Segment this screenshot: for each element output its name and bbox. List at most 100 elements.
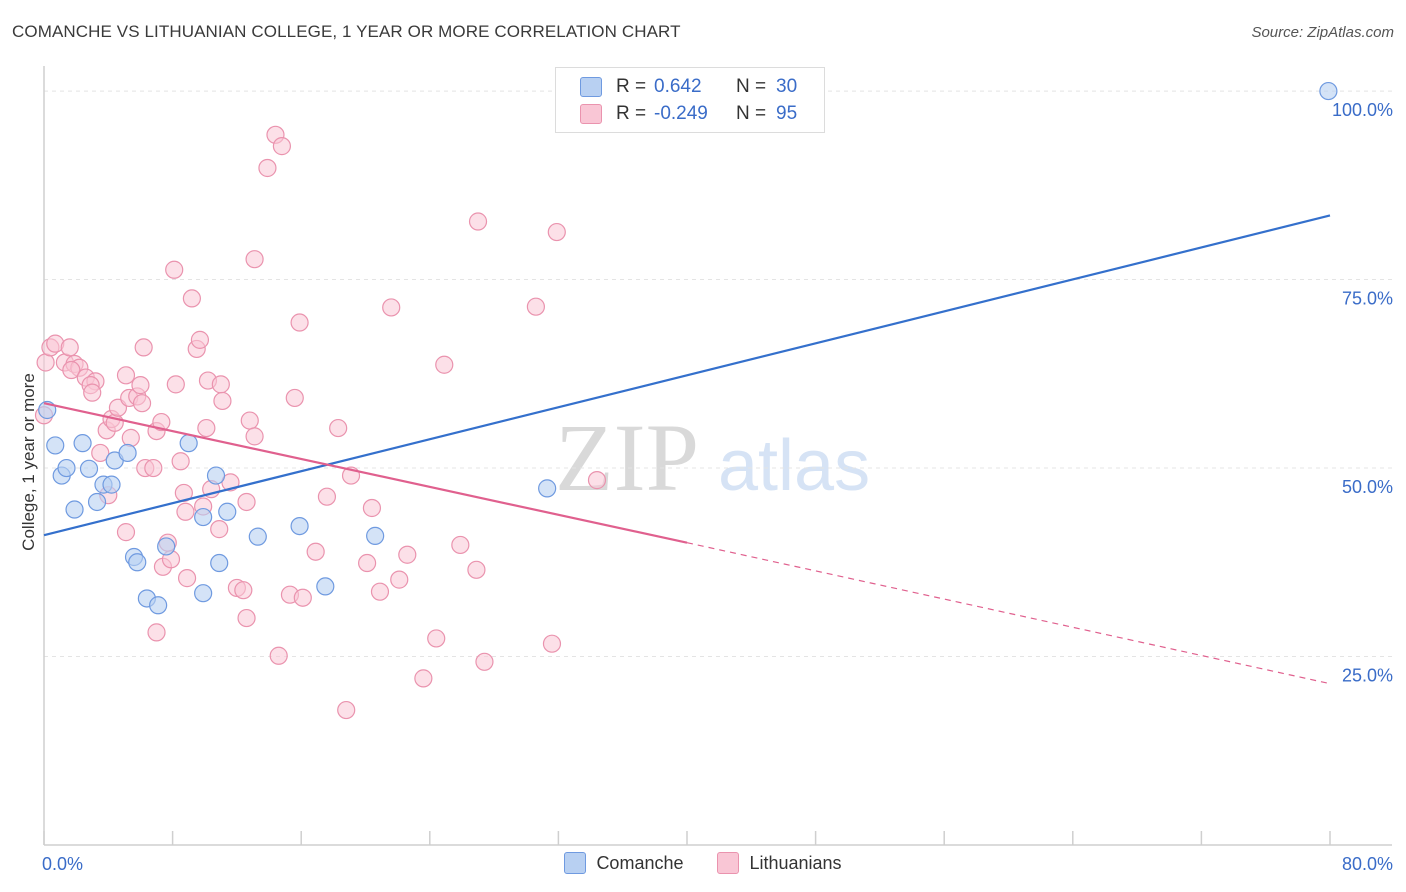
lithuanians-point — [542, 634, 562, 653]
comanche-point — [194, 507, 213, 527]
lithuanians-point — [358, 553, 377, 573]
comanche-point — [102, 475, 121, 494]
lithuanians-point — [62, 360, 81, 380]
lithuanians-point — [131, 376, 150, 395]
lithuanians-point — [166, 375, 185, 394]
comanche-point — [73, 434, 92, 453]
legend-n-label: N = — [736, 103, 767, 124]
lithuanians-point — [370, 582, 390, 601]
x-tick-label: 0.0% — [42, 854, 83, 874]
comanche-point — [316, 577, 335, 596]
lithuanians-point — [83, 383, 102, 402]
axis-labels: 25.0% 50.0% 75.0% 100.0% 0.0% 80.0% College, 1… — [19, 100, 1393, 874]
lithuanians-point — [306, 542, 325, 561]
lithuanians-point — [337, 700, 356, 720]
comanche-point — [366, 526, 385, 545]
gridlines — [44, 90, 1392, 658]
y-axis-title: College, 1 year or more — [19, 373, 38, 551]
comanche-point — [248, 527, 267, 546]
lithuanians-point — [116, 366, 136, 385]
lithuanians-point — [587, 471, 607, 490]
comanche-legend-swatch — [564, 852, 587, 874]
lithuanians-legend-swatch — [717, 852, 740, 874]
lithuanians-point — [144, 458, 163, 478]
comanche-point — [65, 500, 84, 519]
lithuanians-point — [197, 418, 216, 438]
lithuanians-trend-line — [43, 402, 688, 544]
series-legend-comanche[interactable]: Comanche — [564, 852, 683, 874]
lithuanians-point — [245, 427, 264, 446]
y-tick-label: 25.0% — [1342, 666, 1393, 686]
lithuanians-point — [237, 608, 256, 628]
lithuanians-point — [285, 388, 304, 408]
series-legend: Comanche Lithuanians — [0, 852, 1406, 874]
lithuanians-swatch — [580, 104, 602, 124]
legend-lithuanians-n: 95 — [776, 103, 798, 124]
lithuanians-point — [475, 652, 494, 671]
lithuanians-point — [147, 623, 166, 642]
watermark-atlas: atlas — [718, 426, 870, 506]
lithuanians-point — [390, 570, 409, 589]
legend-row-comanche: R = 0.642 N = 30 — [580, 74, 797, 100]
legend-n-label: N = — [736, 76, 767, 97]
lithuanians-point — [427, 629, 446, 648]
legend-comanche-n: 30 — [776, 76, 798, 97]
lithuanians-point — [362, 498, 382, 518]
correlation-legend: R = 0.642 N = 30 R = -0.249 N = 95 — [555, 67, 825, 133]
watermark: ZIP atlas — [555, 404, 870, 511]
lithuanians-trend-extension — [686, 542, 1331, 685]
lithuanians-point — [182, 289, 201, 308]
comanche-point — [290, 516, 309, 536]
lithuanians-point — [121, 428, 140, 447]
trend-lines — [43, 214, 1331, 685]
comanche-point — [46, 436, 65, 455]
chart-title: COMANCHE VS LITHUANIAN COLLEGE, 1 YEAR O… — [12, 22, 681, 41]
lithuanians-point — [152, 412, 171, 432]
comanche-point — [57, 458, 76, 478]
lithuanians-legend-label: Lithuanians — [749, 852, 842, 873]
lithuanians-point — [547, 222, 566, 242]
lithuanians-point — [91, 443, 110, 463]
axes — [43, 66, 1392, 846]
legend-lithuanians-r: -0.249 — [654, 103, 708, 124]
lithuanians-point — [36, 353, 55, 372]
lithuanians-point — [210, 520, 229, 539]
lithuanians-point — [435, 355, 454, 374]
y-tick-label: 50.0% — [1342, 477, 1393, 497]
series-legend-lithuanians[interactable]: Lithuanians — [717, 852, 842, 874]
comanche-point — [118, 443, 137, 463]
comanche-point — [194, 584, 213, 603]
comanche-point — [79, 459, 99, 478]
lithuanians-point — [245, 250, 264, 269]
x-tick-label: 80.0% — [1342, 854, 1393, 874]
lithuanians-point — [269, 646, 288, 665]
lithuanians-point — [272, 137, 292, 156]
lithuanians-point — [467, 560, 486, 579]
lithuanians-point — [398, 545, 417, 564]
comanche-point — [157, 537, 176, 556]
comanche-point — [87, 492, 107, 512]
lithuanians-point — [190, 330, 210, 349]
comanche-point — [210, 553, 229, 573]
lithuanians-point — [116, 523, 136, 542]
comanche-points — [38, 81, 1338, 615]
lithuanians-point — [290, 313, 309, 332]
legend-comanche-r: 0.642 — [654, 76, 702, 97]
comanche-point — [128, 553, 147, 572]
legend-r-label: R = — [616, 76, 647, 97]
watermark-zip: ZIP — [555, 404, 699, 511]
lithuanians-point — [382, 298, 401, 317]
lithuanians-point — [165, 260, 184, 279]
lithuanians-point — [237, 492, 256, 512]
lithuanians-point — [134, 338, 153, 357]
lithuanians-point — [526, 297, 545, 316]
lithuanians-point — [317, 487, 337, 506]
lithuanians-point — [258, 158, 277, 178]
lithuanians-point — [177, 569, 197, 588]
lithuanians-point — [468, 212, 488, 231]
comanche-point — [149, 596, 168, 615]
lithuanians-point — [213, 391, 232, 411]
source-credit: Source: ZipAtlas.com — [1251, 24, 1394, 41]
lithuanians-point — [451, 535, 470, 555]
